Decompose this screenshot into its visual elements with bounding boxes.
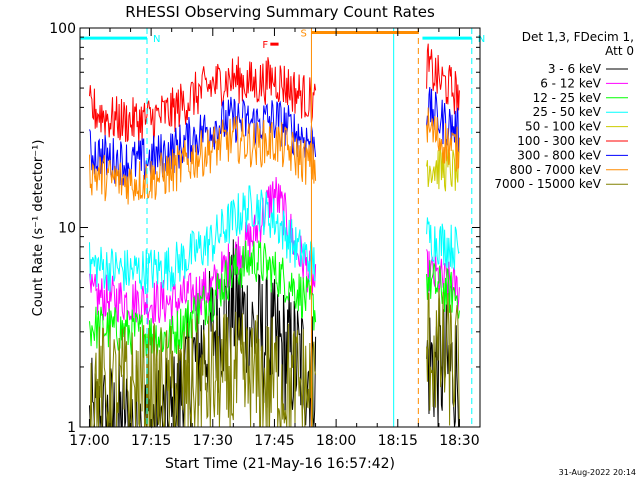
y-tick-label-2: 10 [58, 221, 76, 237]
series-6-segment-2 [426, 43, 460, 115]
flag-label-4: F [262, 40, 268, 51]
legend-label-6: 100 - 300 keV [517, 134, 601, 148]
legend-label-8: 800 - 7000 keV [510, 163, 602, 177]
legend-header-2: Att 0 [605, 44, 634, 58]
overlay-layer: N N S F [80, 28, 485, 427]
x-tick-label-1: 17:00 [69, 433, 109, 449]
x-axis-label: Start Time (21-May-16 16:57:42) [165, 456, 395, 472]
x-tick-label-5: 18:00 [316, 433, 356, 449]
legend-label-2: 6 - 12 keV [540, 76, 602, 90]
series-9 [89, 288, 460, 428]
legend-label-3: 12 - 25 keV [533, 91, 602, 105]
y-axis-label: Count Rate (s⁻¹ detector⁻¹) [31, 140, 46, 317]
axis-layer: 17:00 17:15 17:30 17:45 18:00 18:15 18:30 1 10 10… [49, 21, 481, 449]
series-4 [89, 185, 460, 295]
x-tick-label-7: 18:30 [439, 433, 479, 449]
x-tick-label-2: 17:15 [131, 433, 171, 449]
series-6 [89, 43, 460, 145]
legend-label-7: 300 - 800 keV [517, 148, 601, 162]
y-tick-label-3: 100 [49, 21, 76, 37]
series-9-segment-1 [89, 311, 317, 428]
series-4-segment-2 [426, 217, 460, 270]
series-4-segment-1 [89, 185, 316, 295]
y-tick-label-1: 1 [67, 420, 76, 436]
data-layer [89, 43, 460, 429]
legend-header-1: Det 1,3, FDecim 1, [522, 30, 634, 44]
series-8-segment-1 [89, 116, 317, 205]
flag-label-3: S [300, 28, 306, 39]
x-tick-label-6: 18:15 [378, 433, 418, 449]
date-stamp: 31-Aug-2022 20:14 [559, 468, 636, 477]
series-7 [89, 86, 460, 186]
series-6-segment-1 [89, 56, 317, 145]
series-2 [89, 176, 460, 326]
legend-label-4: 25 - 50 keV [533, 105, 602, 119]
series-5 [426, 144, 460, 192]
series-2-segment-1 [89, 176, 317, 326]
chart-title: RHESSI Observing Summary Count Rates [125, 3, 435, 21]
series-9-segment-2 [426, 288, 460, 426]
legend-label-9: 7000 - 15000 keV [494, 177, 601, 191]
flag-label-2: N [478, 34, 485, 45]
series-1-segment-2 [426, 298, 460, 428]
series-8-segment-2 [426, 107, 460, 172]
series-8 [89, 107, 460, 205]
x-tick-label-3: 17:30 [193, 433, 233, 449]
flag-label-1: N [153, 34, 160, 45]
legend-label-5: 50 - 100 keV [525, 120, 602, 134]
series-5-segment-1 [426, 144, 460, 192]
series-3-segment-1 [89, 240, 317, 359]
series-7-segment-2 [426, 86, 460, 153]
x-tick-label-4: 17:45 [254, 433, 294, 449]
legend-label-1: 3 - 6 keV [548, 62, 602, 76]
